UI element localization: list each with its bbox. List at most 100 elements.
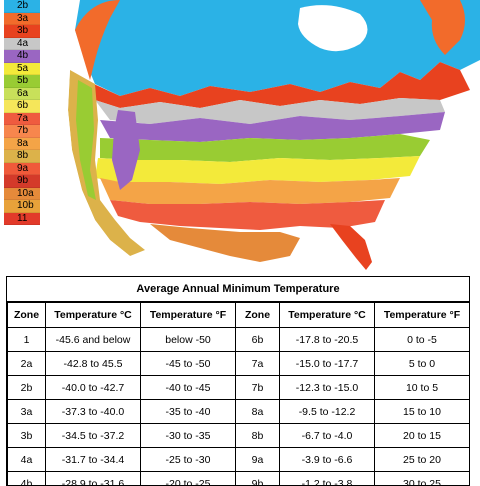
legend-item-9b: 9b [4,175,40,188]
legend-label: 9a [17,163,28,174]
table-cell: -42.8 to 45.5 [46,352,141,376]
table-cell: 9b [236,472,280,486]
legend-label: 8b [17,150,28,161]
table-cell: 5 to 0 [375,352,470,376]
legend-item-7b: 7b [4,125,40,138]
legend-label: 5b [17,75,28,86]
table-cell: -28.9 to -31.6 [46,472,141,486]
legend-label: 10b [17,200,34,211]
legend-item-5a: 5a [4,63,40,76]
table-cell: 15 to 10 [375,400,470,424]
legend-label: 6a [17,88,28,99]
table-cell: -40 to -45 [141,376,236,400]
table-cell: -20 to -25 [141,472,236,486]
table-cell: -34.5 to -37.2 [46,424,141,448]
legend-label: 9b [17,175,28,186]
table-cell: -3.9 to -6.6 [280,448,375,472]
table-cell: -12.3 to -15.0 [280,376,375,400]
table-cell: 8a [236,400,280,424]
header-temp-c: Temperature °C [46,303,141,328]
table-cell: -45.6 and below [46,328,141,352]
legend-item-10b: 10b [4,200,40,213]
table-cell: 25 to 20 [375,448,470,472]
legend-label: 11 [17,213,27,224]
table-header-row: Zone Temperature °C Temperature °F Zone … [8,303,470,328]
table-cell: -1.2 to -3.8 [280,472,375,486]
legend-item-11: 11 [4,213,40,226]
legend-label: 10a [17,188,34,199]
table-cell: 20 to 15 [375,424,470,448]
table-cell: 0 to -5 [375,328,470,352]
legend-label: 6b [17,100,28,111]
table-cell: -15.0 to -17.7 [280,352,375,376]
table-cell: 7a [236,352,280,376]
table-cell: -31.7 to -34.4 [46,448,141,472]
table-cell: 6b [236,328,280,352]
legend-item-8b: 8b [4,150,40,163]
table-title: Average Annual Minimum Temperature [7,277,469,302]
header-zone: Zone [8,303,46,328]
temperature-table: Average Annual Minimum Temperature Zone … [6,276,470,486]
table-cell: -17.8 to -20.5 [280,328,375,352]
legend-item-10a: 10a [4,188,40,201]
legend-label: 2b [17,0,28,11]
legend-label: 8a [17,138,28,149]
legend-item-6b: 6b [4,100,40,113]
legend-item-5b: 5b [4,75,40,88]
table-cell: 1 [8,328,46,352]
legend-item-9a: 9a [4,163,40,176]
table-cell: 3a [8,400,46,424]
table-cell: 9a [236,448,280,472]
table-cell: -30 to -35 [141,424,236,448]
legend-item-2b: 2b [4,0,40,13]
zone-6b-band [95,156,420,184]
table-cell: 7b [236,376,280,400]
header-zone-2: Zone [236,303,280,328]
table-cell: -6.7 to -4.0 [280,424,375,448]
table-cell: 4b [8,472,46,486]
table-cell: -9.5 to -12.2 [280,400,375,424]
legend-item-7a: 7a [4,113,40,126]
table-cell: 8b [236,424,280,448]
table-cell: -45 to -50 [141,352,236,376]
table-cell: 4a [8,448,46,472]
zone-map-graphic [0,0,480,276]
legend-label: 3b [17,25,28,36]
temperature-grid: Zone Temperature °C Temperature °F Zone … [7,302,470,486]
header-temp-c-2: Temperature °C [280,303,375,328]
table-cell: -35 to -40 [141,400,236,424]
legend-label: 7b [17,125,28,136]
header-temp-f: Temperature °F [141,303,236,328]
legend-item-3a: 3a [4,13,40,26]
legend-item-4a: 4a [4,38,40,51]
legend-item-6a: 6a [4,88,40,101]
legend-label: 3a [17,13,28,24]
table-cell: -40.0 to -42.7 [46,376,141,400]
table-cell: -37.3 to -40.0 [46,400,141,424]
legend-label: 5a [17,63,28,74]
table-cell: 10 to 5 [375,376,470,400]
table-cell: 3b [8,424,46,448]
legend-label: 4a [17,38,28,49]
table-cell: 30 to 25 [375,472,470,486]
table-cell: 2b [8,376,46,400]
table-cell: -25 to -30 [141,448,236,472]
header-temp-f-2: Temperature °F [375,303,470,328]
table-cell: 2a [8,352,46,376]
legend-item-8a: 8a [4,138,40,151]
legend-label: 7a [17,113,28,124]
legend-item-3b: 3b [4,25,40,38]
legend-item-4b: 4b [4,50,40,63]
table-cell: below -50 [141,328,236,352]
legend-label: 4b [17,50,28,61]
